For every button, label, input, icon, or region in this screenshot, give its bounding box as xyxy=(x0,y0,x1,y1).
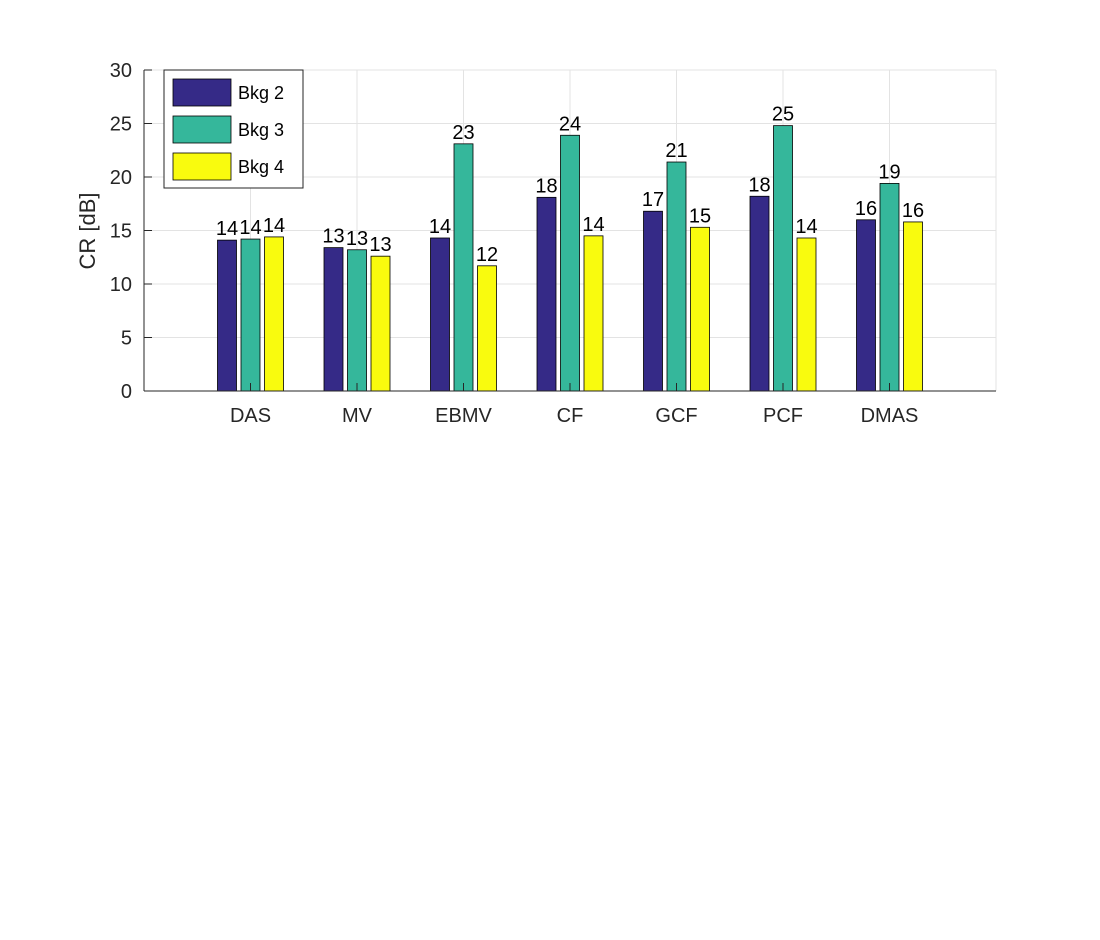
bar-bkg-3-gcf xyxy=(666,161,687,392)
data-label: 16 xyxy=(855,198,877,220)
axes xyxy=(143,69,996,392)
y-tick-label: 5 xyxy=(121,328,132,350)
x-tick-label: CF xyxy=(557,405,584,427)
y-tick-label: 20 xyxy=(110,167,132,189)
data-label: 17 xyxy=(642,189,664,211)
x-tick-label: DAS xyxy=(230,405,271,427)
data-label: 14 xyxy=(429,216,451,238)
data-label: 24 xyxy=(559,113,581,135)
y-tick-label: 30 xyxy=(110,60,132,82)
data-labels-group: 14 13 14 18 17 18 16 14 13 23 24 21 25 19 14 13 12 14 15 14… xyxy=(216,104,924,266)
x-tick-label: EBMV xyxy=(435,405,492,427)
bar-bkg-4-das xyxy=(264,236,284,392)
data-label: 14 xyxy=(795,216,817,238)
legend-swatch-bkg-2 xyxy=(172,78,232,107)
x-tick-label: DMAS xyxy=(861,405,919,427)
data-label: 13 xyxy=(322,226,344,248)
legend-label: Bkg 4 xyxy=(238,157,284,177)
data-label: 13 xyxy=(369,234,391,256)
bar-bkg-4-ebmv xyxy=(477,265,497,392)
data-label: 23 xyxy=(452,122,474,144)
bar-bkg-2-das xyxy=(217,239,237,392)
data-label: 13 xyxy=(346,228,368,250)
x-tick-label: GCF xyxy=(655,405,697,427)
y-axis-title: CR [dB] xyxy=(75,192,100,269)
bar-bkg-3-ebmv xyxy=(453,143,474,392)
bar-bkg-3-cf xyxy=(560,134,580,392)
data-label: 12 xyxy=(476,244,498,266)
data-label: 16 xyxy=(902,200,924,222)
bar-bkg-4-cf xyxy=(583,235,604,392)
y-tick-label: 0 xyxy=(121,381,132,403)
x-tick-label: PCF xyxy=(763,405,803,427)
x-tick-label: MV xyxy=(342,405,373,427)
y-tick-labels: 0 5 10 15 20 25 30 xyxy=(110,60,132,403)
y-tick-label: 15 xyxy=(110,221,132,243)
bar-bkg-3-mv xyxy=(347,249,367,392)
data-label: 14 xyxy=(216,218,238,240)
data-label: 18 xyxy=(535,175,557,197)
data-label: 19 xyxy=(878,161,900,183)
bar-bkg-3-dmas xyxy=(879,183,900,392)
legend-swatch-bkg-4 xyxy=(172,152,232,181)
data-label: 21 xyxy=(665,140,687,162)
bar-bkg-3-das xyxy=(240,238,261,392)
bar-bkg-2-pcf xyxy=(749,195,770,392)
data-label: 14 xyxy=(582,214,604,236)
bar-bkg-2-ebmv xyxy=(430,237,450,392)
legend-swatch-bkg-3 xyxy=(172,115,232,144)
legend-label: Bkg 3 xyxy=(238,120,284,140)
data-label: 15 xyxy=(689,205,711,227)
bar-bkg-4-gcf xyxy=(690,226,710,392)
bar-bkg-2-cf xyxy=(536,196,557,392)
legend: Bkg 2 Bkg 3 Bkg 4 xyxy=(163,69,304,189)
legend-label: Bkg 2 xyxy=(238,83,284,103)
y-tick-label: 25 xyxy=(110,114,132,136)
bar-bkg-4-dmas xyxy=(903,221,923,392)
bar-bkg-3-pcf xyxy=(773,125,793,392)
y-tick-label: 10 xyxy=(110,274,132,296)
data-label: 14 xyxy=(263,215,285,237)
bar-bkg-2-mv xyxy=(323,247,344,392)
bar-bkg-4-pcf xyxy=(796,237,817,392)
bar-bkg-4-mv xyxy=(370,255,391,392)
x-tick-labels: DAS MV EBMV CF GCF PCF DMAS xyxy=(230,405,918,427)
bar-bkg-2-gcf xyxy=(643,210,663,392)
data-label: 18 xyxy=(748,174,770,196)
bar-bkg-2-dmas xyxy=(856,219,876,392)
data-label: 14 xyxy=(239,217,261,239)
data-label: 25 xyxy=(772,104,794,126)
